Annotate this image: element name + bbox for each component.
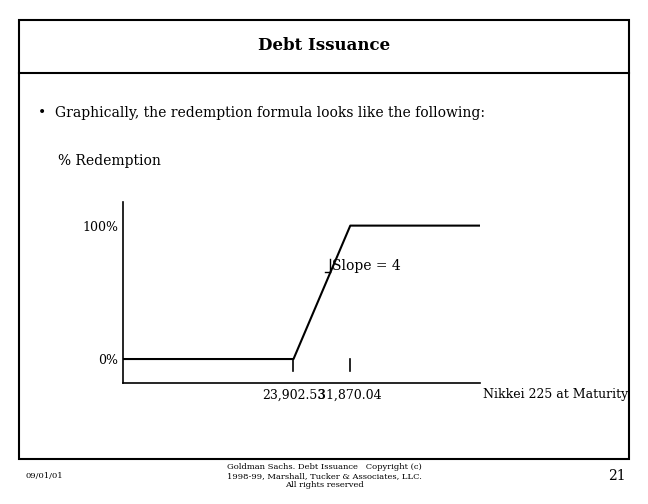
Text: 21: 21 [608, 469, 625, 483]
Text: Debt Issuance: Debt Issuance [258, 37, 390, 54]
FancyBboxPatch shape [19, 20, 629, 459]
Text: 23,902.53: 23,902.53 [262, 389, 325, 401]
Text: Slope = 4: Slope = 4 [332, 259, 401, 273]
Text: •: • [38, 106, 46, 120]
Text: % Redemption: % Redemption [58, 154, 161, 168]
Text: 09/01/01: 09/01/01 [26, 472, 64, 480]
Text: 31,870.04: 31,870.04 [318, 389, 382, 401]
Text: Nikkei 225 at Maturity: Nikkei 225 at Maturity [483, 389, 629, 401]
Text: Graphically, the redemption formula looks like the following:: Graphically, the redemption formula look… [55, 106, 485, 120]
Text: Goldman Sachs. Debt Issuance   Copyright (c)
1998-99, Marshall, Tucker & Associa: Goldman Sachs. Debt Issuance Copyright (… [227, 463, 421, 489]
